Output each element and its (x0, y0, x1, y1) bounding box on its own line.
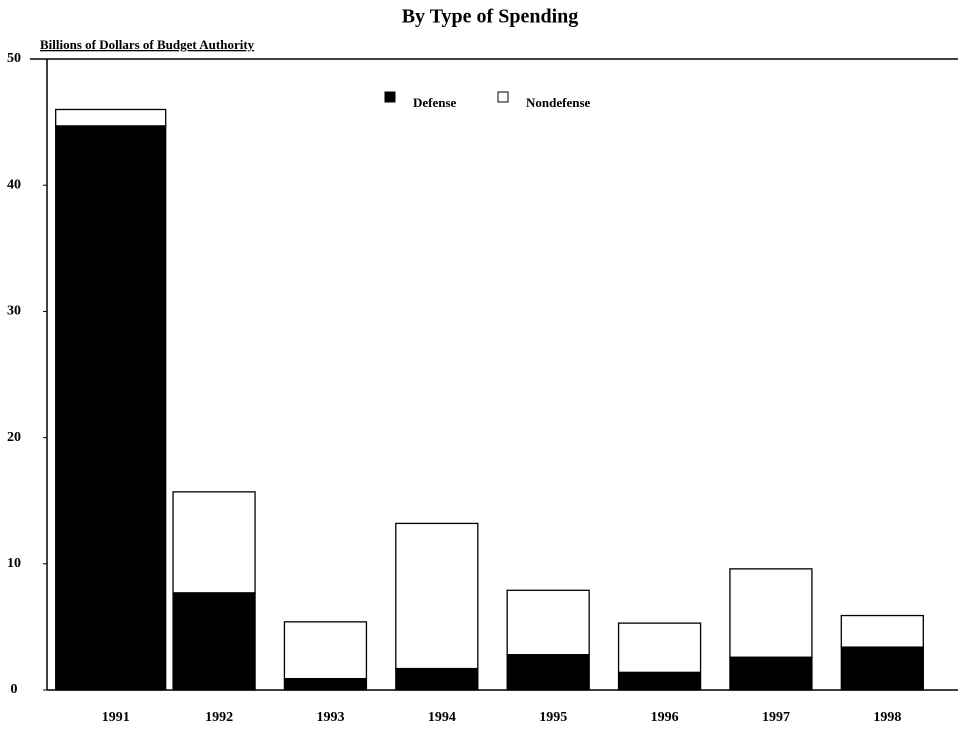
x-tick-label: 1991 (102, 710, 130, 725)
bar-segment (729, 568, 813, 658)
legend-label: Defense (413, 95, 457, 110)
legend-swatch (384, 91, 396, 103)
y-tick-label: 0 (11, 682, 18, 697)
bar-segment (506, 589, 590, 656)
x-tick-label: 1997 (762, 710, 790, 725)
x-tick-label: 1992 (205, 710, 233, 725)
bar-segment (55, 125, 167, 691)
legend-label: Nondefense (526, 95, 591, 110)
x-tick-label: 1993 (316, 710, 344, 725)
bar-segment (840, 614, 924, 648)
bar-segment (506, 654, 590, 691)
bar-segment (840, 646, 924, 691)
bar-segment (172, 592, 256, 691)
bar-segment (283, 677, 368, 691)
bar-segment (729, 656, 813, 691)
y-axis-label: Billions of Dollars of Budget Authority (40, 37, 255, 52)
bar-segment (395, 667, 479, 691)
bar-segment (395, 522, 479, 670)
x-tick-label: 1995 (539, 710, 567, 725)
bar-segment (617, 622, 702, 673)
x-tick-label: 1996 (651, 710, 679, 725)
bar-segment (617, 671, 702, 691)
y-tick-label: 20 (7, 430, 21, 445)
x-tick-label: 1998 (873, 710, 901, 725)
bar-segment (172, 491, 256, 594)
y-tick-label: 50 (7, 51, 21, 66)
bar-segment (55, 108, 167, 127)
y-tick-label: 30 (7, 304, 21, 319)
y-tick-label: 10 (7, 556, 21, 571)
legend-swatch (497, 91, 509, 103)
bar-segment (283, 621, 368, 680)
y-tick-label: 40 (7, 177, 21, 192)
x-tick-label: 1994 (428, 710, 456, 725)
chart-title: By Type of Spending (402, 6, 579, 28)
